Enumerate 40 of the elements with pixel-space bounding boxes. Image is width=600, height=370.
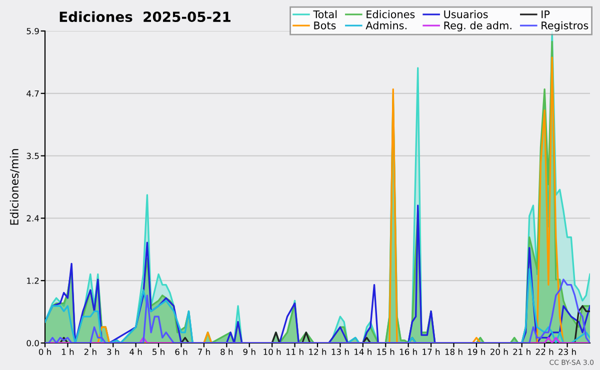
x-tick-label: 10 h (264, 348, 281, 356)
x-tick-label: 19 h (468, 348, 486, 356)
x-tick-label: 4 h (130, 348, 142, 355)
x-tick-label: 3 h (107, 348, 120, 356)
y-tick-label: 4.7 (26, 90, 39, 97)
x-tick-label: 8 h (220, 348, 233, 356)
x-tick-label: 1 h (62, 348, 74, 355)
x-tick-label: 9 h (243, 348, 256, 356)
x-tick-label: 7 h (198, 348, 210, 355)
x-tick-label: 6 h (175, 348, 188, 356)
x-tick-label: 18 h (445, 348, 462, 356)
legend-label: Reg. de adm. (444, 21, 512, 32)
x-tick-label: 16 h (400, 348, 417, 356)
x-tick-label: 23 h (558, 348, 576, 356)
legend-label: Total (313, 10, 337, 18)
y-axis-title: Ediciones/min (10, 149, 20, 225)
x-tick-label: 20 h (490, 348, 508, 356)
legend-label: Admins. (366, 21, 406, 30)
x-tick-label: 15 h (377, 348, 394, 356)
x-tick-label: 22 h (536, 348, 554, 355)
x-tick-label: 11 h (286, 348, 304, 355)
legend-label: Bots (314, 22, 336, 30)
legend-label: Usuarios (444, 10, 488, 18)
y-tick-label: 0.0 (26, 340, 39, 346)
chart-title: Ediciones 2025-05-21 (60, 11, 230, 22)
legend-label: Ediciones (366, 10, 415, 18)
y-tick-label: 1.2 (27, 278, 39, 284)
x-tick-label: 21 h (513, 348, 530, 355)
x-tick-label: 5 h (152, 348, 164, 356)
x-tick-label: 2 h (84, 348, 96, 355)
y-tick-label: 2.4 (26, 215, 39, 222)
x-tick-label: 14 h (354, 348, 372, 355)
x-tick-label: 12 h (309, 348, 326, 355)
x-tick-label: 0 h (38, 348, 51, 356)
y-tick-label: 3.5 (26, 152, 39, 160)
y-tick-label: 5.9 (26, 28, 39, 34)
x-tick-label: 17 h (422, 348, 440, 355)
x-tick-label: 13 h (332, 348, 349, 356)
legend-label: IP (542, 10, 550, 18)
legend-label: Registros (542, 21, 588, 32)
